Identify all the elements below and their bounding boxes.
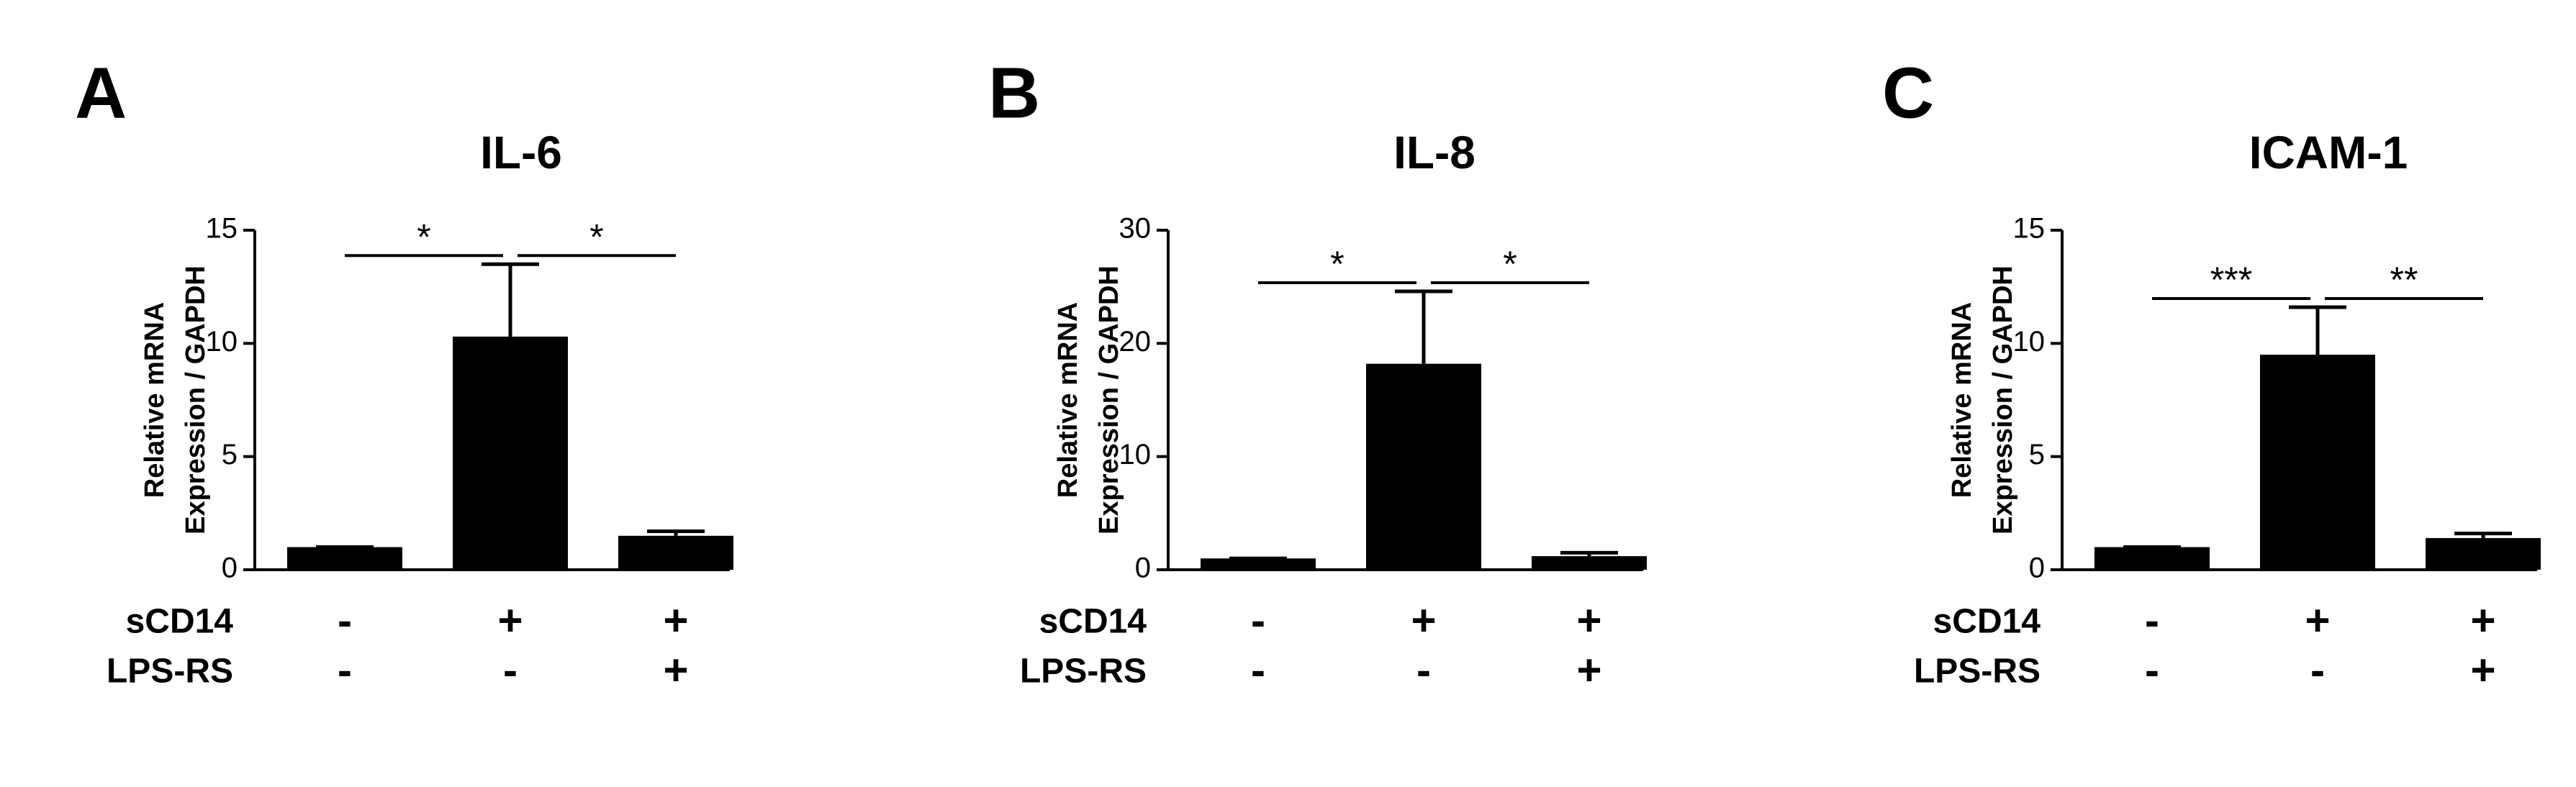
condition-symbol: - xyxy=(338,596,352,645)
condition-symbol: - xyxy=(2310,646,2325,694)
condition-label: sCD14 xyxy=(1933,603,2041,641)
y-tick-label: 5 xyxy=(2029,439,2045,470)
y-tick-label: 10 xyxy=(2013,326,2046,358)
chart-title: ICAM-1 xyxy=(2249,127,2408,178)
bar xyxy=(2094,547,2210,570)
bar xyxy=(453,336,568,570)
significance-label: * xyxy=(1330,244,1344,284)
condition-symbol: - xyxy=(2145,596,2159,645)
condition-label: sCD14 xyxy=(126,603,234,641)
y-axis-label: Relative mRNA xyxy=(140,302,170,498)
y-tick-label: 15 xyxy=(2013,213,2046,245)
panel-letter: A xyxy=(75,53,127,133)
condition-symbol: + xyxy=(663,596,688,645)
condition-symbol: - xyxy=(1251,596,1265,645)
condition-symbol: - xyxy=(338,646,352,694)
y-tick-label: 5 xyxy=(222,439,238,470)
condition-label: LPS-RS xyxy=(1914,652,2041,691)
y-tick-label: 10 xyxy=(206,326,238,358)
y-tick-label: 10 xyxy=(1119,439,1152,470)
y-tick-label: 0 xyxy=(2029,552,2045,584)
chart-title: IL-6 xyxy=(480,127,562,178)
condition-label: LPS-RS xyxy=(1020,652,1147,691)
significance-label: * xyxy=(589,217,603,257)
condition-symbol: - xyxy=(1251,646,1265,694)
bar xyxy=(2426,537,2541,570)
condition-label: LPS-RS xyxy=(107,652,233,691)
condition-symbol: + xyxy=(1411,596,1436,645)
condition-symbol: - xyxy=(503,646,518,694)
condition-symbol: + xyxy=(2470,596,2495,645)
y-tick-label: 0 xyxy=(1135,552,1151,584)
significance-label: ** xyxy=(2390,260,2418,300)
y-axis-label: Expression / GAPDH xyxy=(1094,265,1124,534)
chart-title: IL-8 xyxy=(1393,127,1475,178)
condition-symbol: + xyxy=(497,596,523,645)
condition-symbol: + xyxy=(663,646,688,694)
significance-label: * xyxy=(1503,244,1517,284)
condition-symbol: + xyxy=(1576,596,1601,645)
y-tick-label: 30 xyxy=(1119,213,1152,245)
bar xyxy=(2260,355,2375,570)
condition-label: sCD14 xyxy=(1039,603,1147,641)
condition-symbol: + xyxy=(2470,646,2495,694)
bar xyxy=(1532,556,1647,570)
condition-symbol: - xyxy=(1416,646,1431,694)
significance-label: * xyxy=(417,217,430,257)
y-axis-label: Relative mRNA xyxy=(1947,302,1977,498)
bar xyxy=(1366,363,1481,570)
y-tick-label: 20 xyxy=(1119,326,1152,358)
panel-letter: B xyxy=(988,53,1040,133)
bar xyxy=(287,547,402,570)
condition-symbol: - xyxy=(2145,646,2159,694)
y-axis-label: Relative mRNA xyxy=(1053,302,1083,498)
bar xyxy=(618,535,733,570)
condition-symbol: + xyxy=(2305,596,2330,645)
panel-letter: C xyxy=(1882,53,1934,133)
y-tick-label: 0 xyxy=(222,552,238,584)
significance-label: *** xyxy=(2210,260,2252,300)
bar xyxy=(1201,558,1316,570)
condition-symbol: + xyxy=(1576,646,1601,694)
y-tick-label: 15 xyxy=(206,213,238,245)
y-axis-label: Expression / GAPDH xyxy=(181,265,211,534)
y-axis-label: Expression / GAPDH xyxy=(1988,265,2018,534)
